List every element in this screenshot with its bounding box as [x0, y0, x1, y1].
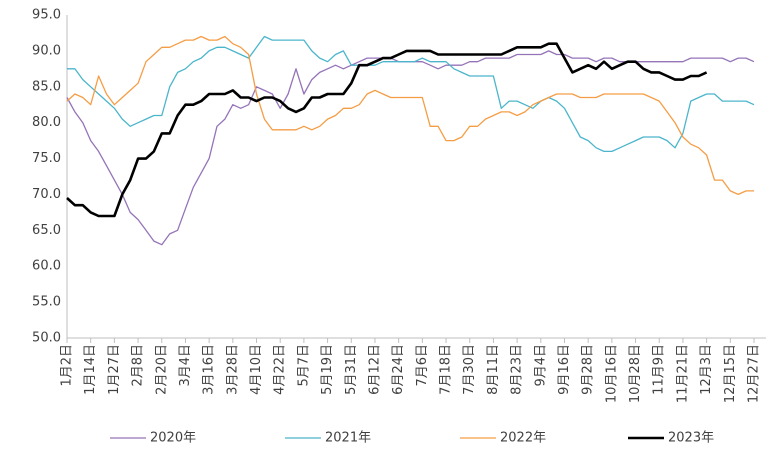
x-tick-label: 5月19日 — [320, 344, 335, 395]
x-tick-label: 8月23日 — [510, 344, 525, 395]
legend-label: 2020年 — [150, 431, 196, 446]
x-tick-label: 7月6日 — [415, 344, 430, 387]
y-tick-label: 95.0 — [32, 8, 61, 23]
x-tick-label: 1月2日 — [60, 344, 75, 387]
x-tick-label: 12月3日 — [699, 344, 714, 395]
x-tick-label: 3月16日 — [202, 344, 217, 395]
x-tick-label: 8月11日 — [486, 344, 501, 395]
x-tick-label: 3月4日 — [178, 344, 193, 387]
legend-label: 2022年 — [500, 431, 546, 446]
y-tick-label: 55.0 — [32, 295, 61, 310]
x-tick-label: 7月18日 — [439, 344, 454, 395]
x-tick-label: 1月14日 — [83, 344, 98, 395]
x-tick-label: 9月16日 — [557, 344, 572, 395]
x-tick-label: 10月16日 — [604, 344, 619, 403]
x-tick-label: 4月22日 — [273, 344, 288, 395]
x-tick-label: 10月28日 — [628, 344, 643, 403]
y-tick-label: 50.0 — [32, 331, 61, 346]
y-tick-label: 65.0 — [32, 223, 61, 238]
x-tick-label: 9月4日 — [533, 344, 548, 387]
x-tick-label: 6月24日 — [391, 344, 406, 395]
legend-label: 2021年 — [325, 431, 371, 446]
x-tick-label: 11月9日 — [652, 344, 667, 395]
y-tick-label: 60.0 — [32, 259, 61, 274]
series-line — [66, 42, 708, 218]
legend-label: 2023年 — [668, 431, 714, 446]
x-tick-label: 6月12日 — [367, 344, 382, 395]
x-tick-label: 7月30日 — [462, 344, 477, 395]
series-line — [66, 50, 755, 246]
y-tick-label: 80.0 — [32, 115, 61, 130]
x-tick-label: 9月28日 — [581, 344, 596, 395]
x-tick-label: 5月7日 — [296, 344, 311, 387]
y-tick-label: 85.0 — [32, 79, 61, 94]
y-tick-label: 70.0 — [32, 187, 61, 202]
x-tick-label: 2月20日 — [154, 344, 169, 395]
x-tick-label: 5月31日 — [344, 344, 359, 395]
y-tick-label: 75.0 — [32, 151, 61, 166]
y-tick-label: 90.0 — [32, 43, 61, 58]
series-line — [67, 35, 755, 153]
x-tick-label: 3月28日 — [225, 344, 240, 395]
x-tick-label: 12月27日 — [747, 344, 762, 403]
x-tick-label: 11月21日 — [675, 344, 690, 403]
x-tick-label: 4月10日 — [249, 344, 264, 395]
x-tick-label: 12月15日 — [723, 344, 738, 403]
series-line — [66, 35, 754, 196]
x-tick-label: 2月8日 — [131, 344, 146, 387]
x-tick-label: 1月27日 — [107, 344, 122, 395]
